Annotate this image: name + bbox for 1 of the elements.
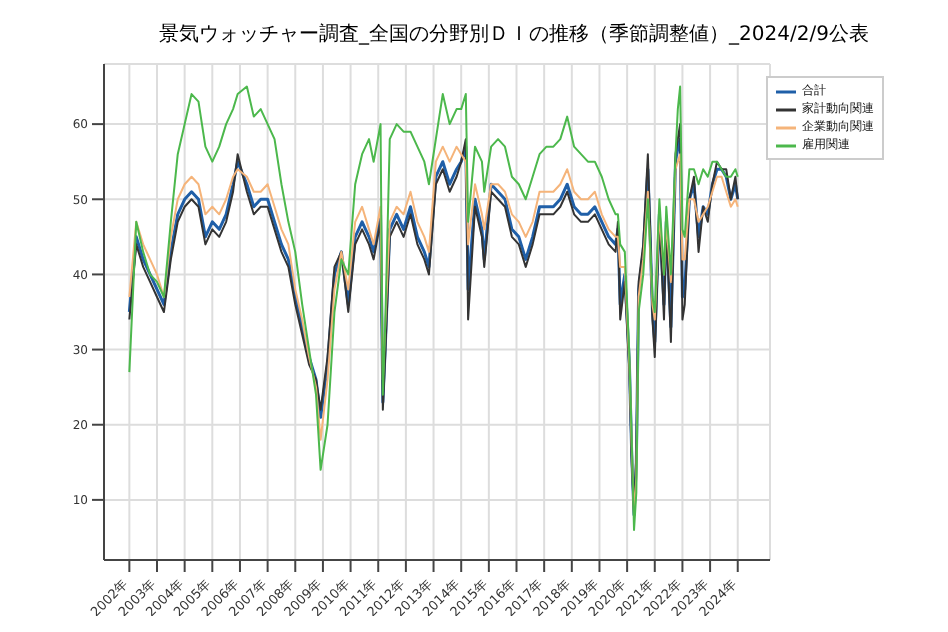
chart-title: 景気ウォッチャー調査_全国の分野別ＤＩの推移（季節調整値）_2024/2/9公表	[157, 21, 871, 50]
